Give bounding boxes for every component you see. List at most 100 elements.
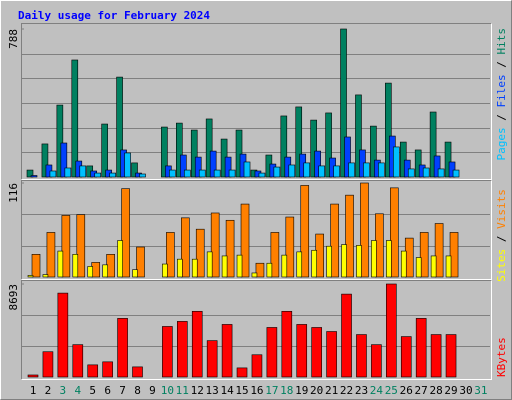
bar [27,275,34,278]
legend: Sites / Visits [495,189,508,282]
bar [136,246,145,278]
x-tick-label: 24 [370,384,384,397]
bar [61,215,71,278]
bar [49,170,57,178]
bar [445,334,457,378]
bar [285,216,295,278]
x-tick-label: 19 [295,384,308,397]
chart-title: Daily usage for February 2024 [18,9,210,22]
bar [445,255,452,278]
x-tick-label: 12 [191,384,204,397]
x-tick-label: 31 [474,384,487,397]
bar [210,212,220,278]
bar [370,125,377,178]
bar [314,150,321,178]
bar [94,172,102,178]
panel-bevel-light [21,280,492,380]
legend: Pages / Files / Hits [495,28,508,161]
legend-entry: Files [495,74,508,107]
bar [390,187,399,278]
x-tick-label: 11 [176,384,189,397]
legend-entry: Visits [495,189,508,229]
bar [57,250,64,278]
x-tick-label: 9 [149,384,156,397]
x-tick-label: 17 [265,384,278,397]
bar [281,310,293,378]
bar [243,161,251,178]
bar [240,203,250,278]
bar [330,203,339,278]
bar [221,255,228,278]
bar [326,245,332,278]
bar [333,165,340,178]
bar [266,262,273,278]
bar [184,169,191,178]
bar [87,266,94,278]
bar [228,169,236,178]
bar [71,59,79,178]
bar [430,334,442,378]
bar [303,162,311,178]
y-tick-label: 788 [7,29,20,49]
bar [190,129,198,178]
x-tick-label: 15 [235,384,248,397]
bar [371,240,377,278]
panel-bevel-light [21,180,492,280]
x-tick-label: 27 [415,384,428,397]
x-tick-label: 3 [60,384,67,397]
bar [399,141,407,178]
bar [348,162,355,178]
x-tick-label: 29 [444,384,457,397]
x-tick-label: 2 [45,384,52,397]
bar [213,169,221,178]
bar [355,94,362,178]
bar [356,245,362,278]
bar [356,334,367,378]
legend-separator: / [495,108,508,128]
bar [340,28,347,178]
bar [258,172,266,178]
bar [57,292,69,378]
bar [166,232,175,278]
bar [437,168,445,178]
bar [102,264,108,278]
bar [300,185,310,278]
bar [452,169,460,178]
bar [360,182,369,278]
bar [72,254,79,278]
x-tick-label: 30 [459,384,472,397]
x-tick-label: 26 [400,384,413,397]
bar [194,156,202,178]
bar [101,123,108,178]
bar [79,165,87,178]
x-tick-label: 18 [280,384,293,397]
bar [60,142,68,178]
bar [415,318,427,378]
bar [414,149,422,178]
bar [419,232,429,278]
bar [46,232,56,278]
y-tick-label: 8693 [7,284,20,311]
legend-entry: Sites [495,249,508,282]
bar [318,165,325,178]
bar [195,228,205,278]
legend-entry: KBytes [495,337,508,377]
x-tick-label: 7 [119,384,126,397]
bar [72,344,84,378]
bar [378,162,385,178]
bar [27,374,39,378]
bar [444,141,452,178]
bar [449,232,459,278]
bar [224,156,232,178]
bar [176,122,183,178]
bar [281,254,288,278]
bar [386,283,397,378]
bar [225,219,235,278]
bar [311,327,322,378]
bar [344,136,351,178]
bar [30,175,38,178]
x-tick-label: 20 [310,384,323,397]
x-tick-label: 6 [104,384,111,397]
bar [191,310,203,378]
bar [162,326,173,378]
